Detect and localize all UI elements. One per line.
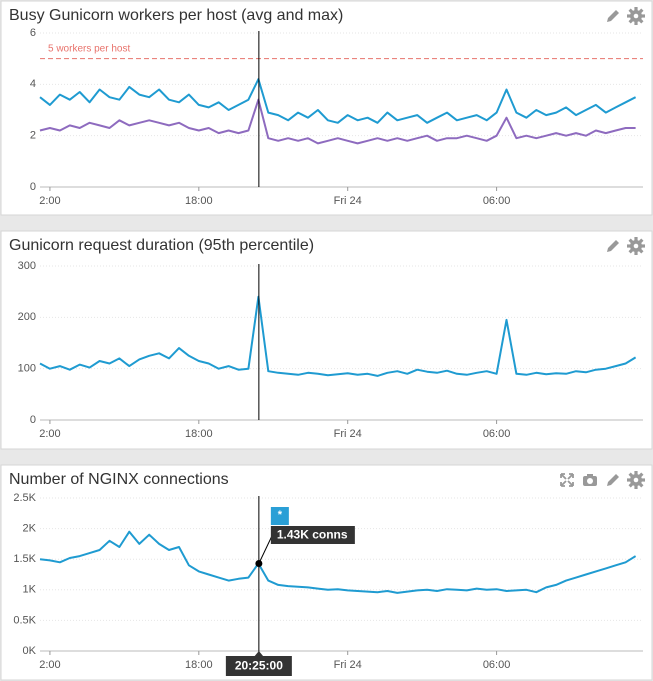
tooltip-label: 1.43K conns — [277, 528, 348, 542]
icon-gear[interactable] — [627, 471, 645, 489]
gear-tooth — [638, 8, 644, 14]
x-tick-label: 06:00 — [483, 659, 511, 671]
tooltip-badge: * — [278, 509, 283, 521]
icon-expand[interactable] — [560, 473, 574, 487]
gear-hole — [633, 13, 639, 19]
gear-tooth — [634, 485, 638, 489]
gear-tooth — [641, 14, 645, 18]
y-tick-label: 6 — [30, 27, 36, 39]
x-tick-label: 18:00 — [185, 659, 213, 671]
icon-pencil[interactable] — [607, 10, 619, 22]
y-tick-label: 4 — [30, 78, 36, 90]
pencil — [607, 474, 619, 486]
gear-tooth — [634, 7, 638, 11]
icon-gear[interactable] — [627, 237, 645, 255]
x-tick-label: 18:00 — [185, 428, 213, 440]
icon-gear[interactable] — [627, 7, 645, 25]
y-tick-label: 0K — [23, 645, 37, 657]
y-tick-label: 0.5K — [13, 614, 36, 626]
gear-tooth — [634, 251, 638, 255]
tooltip-badge-bg — [270, 507, 289, 525]
x-tick-label: Fri 24 — [334, 659, 362, 671]
x-tick-label: 18:00 — [185, 195, 213, 207]
gear-hole — [633, 477, 639, 483]
camera-top — [587, 474, 593, 477]
cursor-label-bg — [225, 656, 292, 676]
y-tick-label: 2.5K — [13, 492, 36, 504]
x-tick-label: Fri 24 — [334, 428, 362, 440]
gear-tooth — [627, 244, 631, 248]
gear-tooth — [628, 18, 634, 24]
series-line — [39, 295, 637, 377]
gear-tooth — [641, 478, 645, 482]
x-tick-label: 06:00 — [483, 428, 511, 440]
panel — [0, 0, 653, 216]
gear-tooth — [641, 244, 645, 248]
gear-tooth — [634, 471, 638, 475]
gear-tooth — [638, 238, 644, 244]
x-tick-label: 2:00 — [39, 195, 60, 207]
gear-tooth — [634, 237, 638, 241]
gear-tooth — [628, 8, 634, 14]
x-tick-label: Fri 24 — [334, 195, 362, 207]
pencil — [607, 240, 619, 252]
series-line — [39, 98, 636, 145]
threshold-label: 5 workers per host — [48, 43, 130, 54]
gear-tooth — [638, 248, 644, 254]
y-tick-label: 0 — [30, 181, 36, 193]
gear-tooth — [638, 472, 644, 478]
expand — [560, 473, 574, 487]
tooltip-bg — [270, 526, 355, 544]
gear-tooth — [628, 238, 634, 244]
tooltip-dot — [255, 559, 263, 567]
icon-pencil[interactable] — [607, 240, 619, 252]
camera-lens — [587, 478, 593, 484]
gear-tooth — [628, 472, 634, 478]
y-tick-label: 2 — [30, 130, 36, 142]
gear-hole — [633, 243, 639, 249]
gear-tooth — [634, 21, 638, 25]
gear-tooth — [638, 18, 644, 24]
series-line — [39, 530, 637, 594]
pencil — [607, 10, 619, 22]
panel-title: Busy Gunicorn workers per host (avg and … — [9, 7, 343, 24]
y-tick-label: 1.5K — [13, 553, 36, 565]
y-tick-label: 200 — [18, 311, 36, 323]
x-tick-label: 06:00 — [483, 195, 511, 207]
y-tick-label: 0 — [30, 414, 36, 426]
gear-tooth — [627, 14, 631, 18]
x-tick-label: 2:00 — [39, 428, 60, 440]
gear-tooth — [638, 482, 644, 488]
cursor-label-arrow — [253, 651, 264, 657]
icon-pencil[interactable] — [607, 474, 619, 486]
series-line — [39, 78, 637, 124]
gear-tooth — [628, 248, 634, 254]
panel — [0, 230, 653, 450]
y-tick-label: 1K — [23, 584, 37, 596]
cursor-label: 20:25:00 — [235, 659, 283, 673]
panel-title: Gunicorn request duration (95th percenti… — [9, 237, 314, 254]
gear-tooth — [627, 478, 631, 482]
tooltip-leader — [258, 533, 274, 564]
gear-tooth — [628, 482, 634, 488]
icon-camera[interactable] — [583, 474, 597, 486]
x-tick-label: 2:00 — [39, 659, 60, 671]
y-tick-label: 2K — [23, 523, 37, 535]
panel-title: Number of NGINX connections — [9, 471, 229, 488]
y-tick-label: 100 — [18, 363, 36, 375]
y-tick-label: 300 — [18, 260, 36, 272]
panel — [0, 464, 653, 681]
